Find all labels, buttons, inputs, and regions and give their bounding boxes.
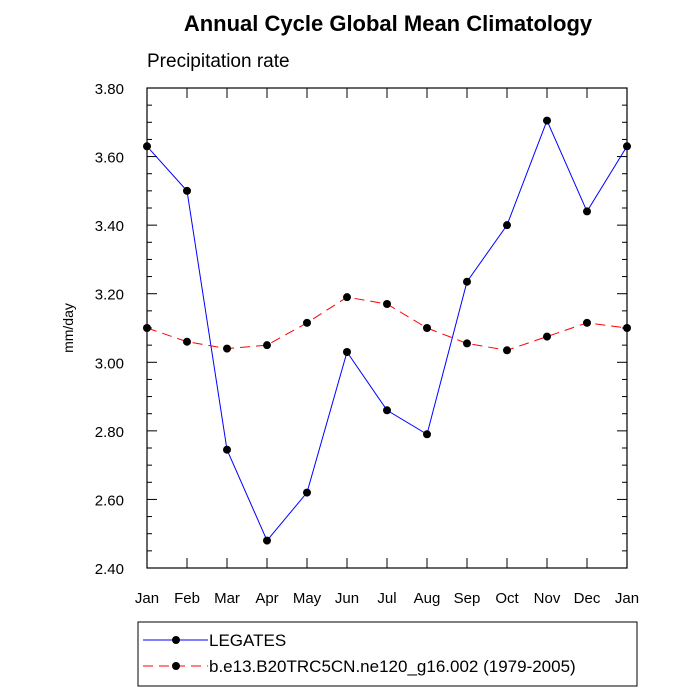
y-tick-label: 2.40 — [95, 561, 124, 578]
y-tick-label: 2.80 — [95, 424, 124, 441]
series-2 — [143, 293, 631, 355]
series-layer — [143, 116, 631, 545]
y-tick-label: 3.80 — [95, 81, 124, 98]
data-point — [263, 536, 271, 545]
y-tick-label: 2.60 — [95, 492, 124, 509]
x-tick-label: Sep — [454, 590, 481, 607]
series-line — [146, 119, 628, 542]
legend-box — [137, 621, 638, 687]
y-axis-label: mm/day — [60, 303, 76, 353]
data-point — [343, 348, 351, 356]
x-tick-label: Nov — [534, 590, 561, 607]
y-tick-label: 3.40 — [95, 218, 124, 235]
x-tick-label: Oct — [495, 590, 519, 607]
data-point — [583, 318, 591, 327]
legend-label: b.e13.B20TRC5CN.ne120_g16.002 (1979-2005… — [209, 657, 576, 676]
data-point — [343, 293, 351, 302]
data-point — [303, 318, 311, 327]
data-point — [383, 300, 391, 308]
series-1 — [143, 116, 631, 545]
data-point — [543, 116, 551, 125]
x-tick-label: Aug — [414, 590, 441, 607]
data-point — [503, 346, 511, 355]
data-point — [543, 332, 551, 341]
chart-subtitle: Precipitation rate — [147, 51, 290, 72]
axis-ticks: 2.40 2.60 2.80 3.00 3.20 3.40 3.60 3.80 Jan Feb Ma… — [95, 81, 639, 607]
y-tick-label: 3.20 — [95, 287, 124, 304]
data-point — [503, 221, 511, 230]
data-point — [423, 430, 431, 439]
legend-marker — [172, 662, 180, 670]
x-tick-label: Dec — [574, 590, 601, 607]
x-tick-label: Mar — [214, 590, 240, 607]
data-point — [463, 277, 471, 286]
data-point — [143, 324, 151, 332]
x-tick-label: Jan — [135, 590, 159, 607]
y-tick-label: 3.00 — [95, 355, 124, 372]
data-point — [583, 207, 591, 216]
x-tick-label: Jun — [335, 590, 359, 607]
data-point — [423, 324, 431, 332]
legend: LEGATES b.e13.B20TRC5CN.ne120_g16.002 (19… — [137, 621, 638, 687]
x-tick-label: May — [293, 590, 322, 607]
data-point — [303, 488, 311, 497]
x-tick-label: Jan — [615, 590, 639, 607]
x-tick-label: Feb — [174, 590, 200, 607]
chart-title: Annual Cycle Global Mean Climatology — [184, 11, 593, 36]
data-point — [463, 339, 471, 348]
data-point — [383, 406, 391, 415]
data-point — [623, 142, 631, 151]
data-point — [143, 142, 151, 151]
plot-frame — [146, 87, 628, 569]
data-point — [183, 186, 191, 195]
legend-marker — [172, 636, 180, 644]
data-point — [223, 344, 231, 353]
data-point — [263, 341, 271, 350]
data-point — [223, 445, 231, 454]
x-tick-label: Jul — [377, 590, 396, 607]
x-tick-label: Apr — [255, 590, 278, 607]
data-point — [623, 324, 631, 332]
legend-items: LEGATES b.e13.B20TRC5CN.ne120_g16.002 (19… — [143, 631, 576, 676]
y-tick-label: 3.60 — [95, 150, 124, 167]
legend-label: LEGATES — [209, 631, 286, 650]
data-point — [183, 337, 191, 346]
